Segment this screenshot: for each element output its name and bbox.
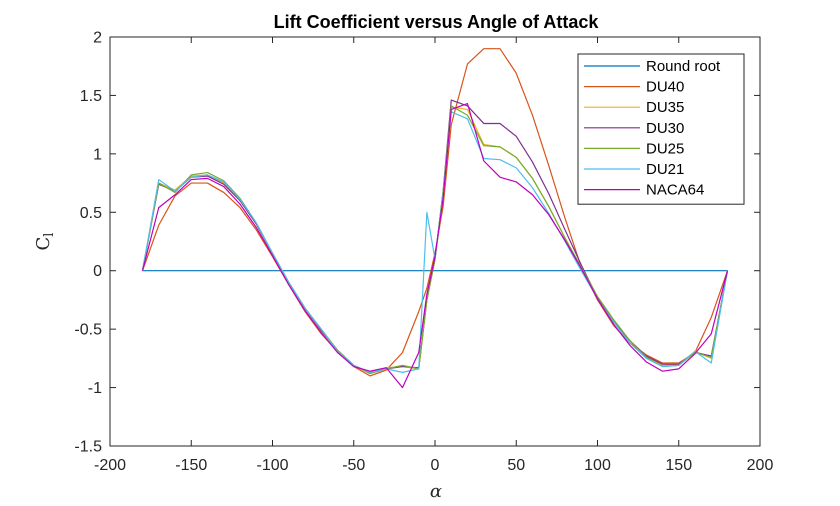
x-tick-label: -50	[342, 457, 365, 474]
x-axis-label: α	[430, 481, 442, 502]
y-axis-label-main: C	[33, 237, 54, 251]
ticks-layer: -200 -150 -100 -50 0 50 100 150 200 -1.5 -1 -0.5 0 0.…	[74, 30, 773, 475]
legend-label: DU40	[646, 79, 684, 96]
y-tick-label: 0.5	[80, 205, 102, 222]
legend-box	[577, 53, 745, 205]
y-tick-label: 1	[93, 146, 102, 163]
legend-label: DU35	[646, 99, 684, 116]
y-tick-label: -1	[88, 380, 102, 397]
series-line-naca64	[141, 103, 729, 389]
x-tick-label: 150	[665, 457, 692, 474]
legend-label: NACA64	[646, 182, 704, 199]
y-axis-label-subscript: l	[42, 233, 57, 237]
legend: Round root DU40 DU35 DU30 DU25 DU21 NACA64	[577, 53, 745, 205]
chart-title: Lift Coefficient versus Angle of Attack	[274, 12, 600, 32]
series-layer	[141, 48, 729, 389]
x-tick-label: -100	[256, 457, 288, 474]
x-tick-label: 0	[431, 457, 440, 474]
y-tick-label: 0	[93, 263, 102, 280]
y-axis-label-text: Cl	[33, 233, 57, 251]
y-tick-label: -1.5	[74, 439, 102, 456]
legend-label: DU21	[646, 161, 684, 178]
legend-label: DU30	[646, 120, 684, 137]
legend-label: Round root	[646, 58, 721, 75]
x-tick-label: 100	[584, 457, 611, 474]
y-tick-label: -0.5	[74, 322, 102, 339]
x-tick-label: -200	[94, 457, 126, 474]
x-tick-label: -150	[175, 457, 207, 474]
legend-label: DU25	[646, 140, 684, 157]
x-tick-label: 50	[507, 457, 525, 474]
y-tick-label: 2	[93, 30, 102, 47]
y-tick-label: 1.5	[80, 88, 102, 105]
x-tick-label: 200	[747, 457, 774, 474]
y-axis-label: Cl	[33, 233, 57, 251]
